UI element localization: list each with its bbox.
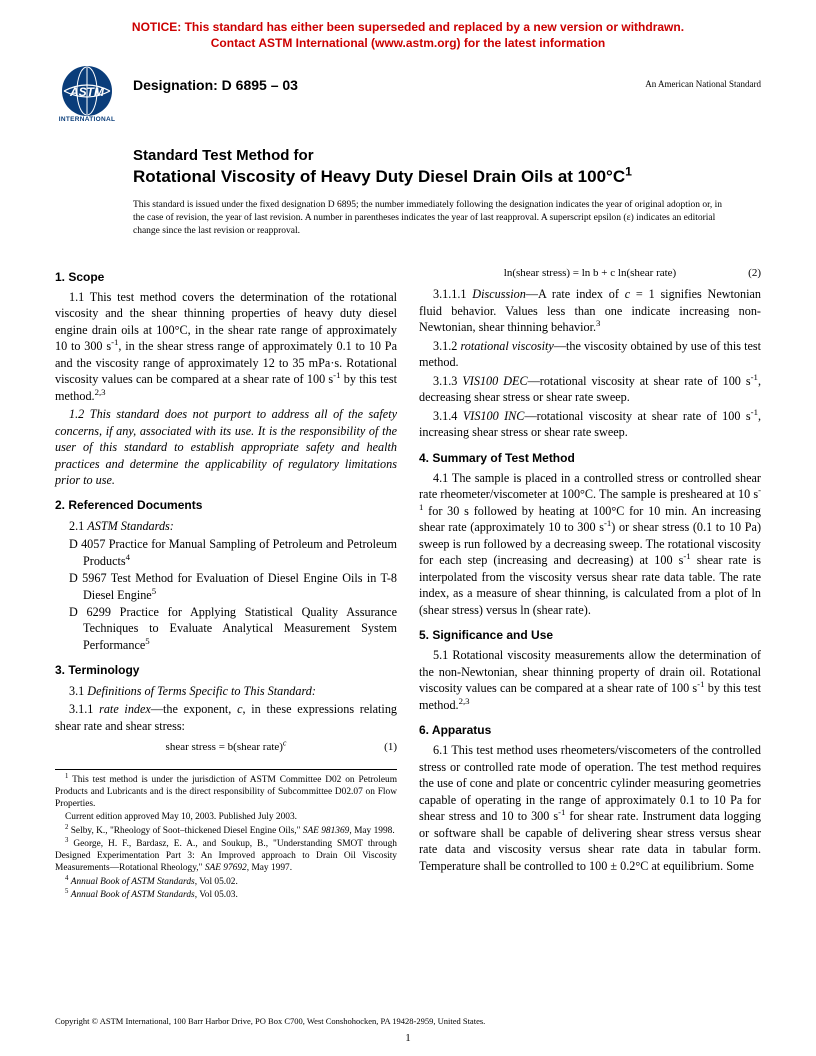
summary-heading: 4. Summary of Test Method: [419, 450, 761, 466]
footnote-4: 4 Annual Book of ASTM Standards, Vol 05.…: [55, 876, 397, 888]
para-3-1-1: 3.1.1 rate index—the exponent, c, in the…: [55, 701, 397, 734]
ans-note: An American National Standard: [645, 65, 761, 89]
title-main: Rotational Viscosity of Heavy Duty Diese…: [133, 166, 761, 187]
body-columns: 1. Scope 1.1 This test method covers the…: [55, 260, 761, 902]
astm-logo: ASTM INTERNATIONAL: [55, 65, 119, 123]
footnote-3: 3 George, H. F., Bardasz, E. A., and Sou…: [55, 838, 397, 875]
refs-heading: 2. Referenced Documents: [55, 497, 397, 513]
equation-2: ln(shear stress) = ln b + c ln(shear rat…: [419, 266, 761, 281]
issuance-note: This standard is issued under the fixed …: [133, 199, 761, 237]
para-3-1-4: 3.1.4 VIS100 INC—rotational viscosity at…: [419, 408, 761, 441]
footnote-1: 1 This test method is under the jurisdic…: [55, 774, 397, 811]
para-5-1: 5.1 Rotational viscosity measurements al…: [419, 647, 761, 713]
title-block: Standard Test Method for Rotational Visc…: [133, 147, 761, 187]
designation: Designation: D 6895 – 03: [133, 65, 645, 93]
equation-1: shear stress = b(shear rate)c (1): [55, 740, 397, 755]
footnote-1b: Current edition approved May 10, 2003. P…: [55, 811, 397, 823]
terminology-heading: 3. Terminology: [55, 662, 397, 678]
para-6-1: 6.1 This test method uses rheometers/vis…: [419, 742, 761, 874]
para-1-1: 1.1 This test method covers the determin…: [55, 289, 397, 404]
para-3-1-1-1: 3.1.1.1 Discussion—A rate index of c = 1…: [419, 286, 761, 335]
right-column: ln(shear stress) = ln b + c ln(shear rat…: [419, 260, 761, 902]
scope-heading: 1. Scope: [55, 269, 397, 285]
ref-d6299: D 6299 Practice for Applying Statistical…: [69, 604, 397, 653]
document-header: ASTM INTERNATIONAL Designation: D 6895 –…: [55, 65, 761, 123]
notice-line-2: Contact ASTM International (www.astm.org…: [211, 36, 605, 50]
para-3-1-3: 3.1.3 VIS100 DEC—rotational viscosity at…: [419, 373, 761, 406]
left-column: 1. Scope 1.1 This test method covers the…: [55, 260, 397, 902]
svg-text:ASTM: ASTM: [69, 85, 105, 99]
footnote-2: 2 Selby, K., "Rheology of Soot–thickened…: [55, 825, 397, 837]
apparatus-heading: 6. Apparatus: [419, 722, 761, 738]
svg-text:INTERNATIONAL: INTERNATIONAL: [59, 116, 116, 123]
para-3-1: 3.1 Definitions of Terms Specific to Thi…: [55, 683, 397, 699]
copyright-footer: Copyright © ASTM International, 100 Barr…: [55, 1016, 761, 1026]
ref-d5967: D 5967 Test Method for Evaluation of Die…: [69, 570, 397, 603]
significance-heading: 5. Significance and Use: [419, 627, 761, 643]
ref-d4057: D 4057 Practice for Manual Sampling of P…: [69, 536, 397, 569]
supersession-notice: NOTICE: This standard has either been su…: [55, 20, 761, 51]
footnotes: 1 This test method is under the jurisdic…: [55, 769, 397, 901]
para-3-1-2: 3.1.2 rotational viscosity—the viscosity…: [419, 338, 761, 371]
notice-line-1: NOTICE: This standard has either been su…: [132, 20, 684, 34]
title-prefix: Standard Test Method for: [133, 147, 761, 166]
para-1-2: 1.2 This standard does not purport to ad…: [55, 406, 397, 488]
para-2-1: 2.1 ASTM Standards:: [55, 518, 397, 534]
para-4-1: 4.1 The sample is placed in a controlled…: [419, 470, 761, 618]
footnote-5: 5 Annual Book of ASTM Standards, Vol 05.…: [55, 889, 397, 901]
page-number: 1: [0, 1032, 816, 1044]
